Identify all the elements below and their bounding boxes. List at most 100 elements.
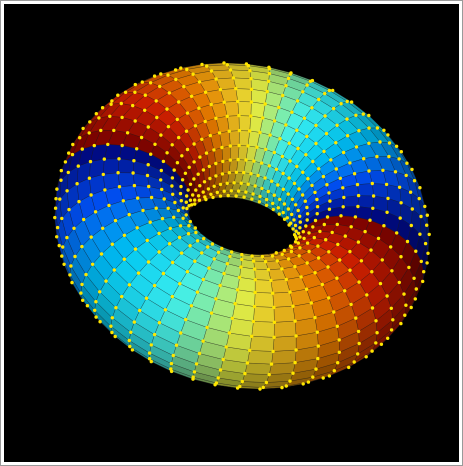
- vertex-marker: [365, 293, 369, 297]
- vertex-marker: [179, 66, 183, 70]
- vertex-marker: [160, 216, 165, 221]
- vertex-marker: [266, 79, 271, 84]
- vertex-marker: [205, 325, 209, 330]
- vertex-marker: [184, 200, 188, 204]
- vertex-marker: [348, 249, 352, 254]
- vertex-marker: [286, 192, 290, 196]
- vertex-marker: [349, 225, 353, 229]
- vertex-marker: [236, 157, 240, 162]
- vertex-marker: [348, 268, 352, 272]
- vertex-marker: [369, 248, 373, 252]
- vertex-marker: [329, 158, 333, 162]
- vertex-marker: [288, 72, 292, 76]
- vertex-marker: [302, 116, 307, 120]
- vertex-marker: [339, 102, 343, 106]
- vertex-marker: [189, 94, 194, 99]
- vertex-marker: [356, 193, 361, 198]
- vertex-marker: [200, 62, 204, 67]
- vertex-marker: [249, 114, 253, 118]
- vertex-marker: [165, 151, 169, 155]
- vertex-marker: [349, 100, 354, 104]
- vertex-marker: [362, 157, 366, 161]
- vertex-marker: [281, 171, 285, 176]
- vertex-marker: [133, 247, 138, 251]
- vertex-marker: [167, 91, 171, 95]
- vertex-marker: [125, 131, 130, 135]
- vertex-marker: [294, 348, 298, 352]
- vertex-marker: [323, 91, 327, 96]
- vertex-marker: [110, 242, 115, 246]
- vertex-marker: [97, 116, 101, 120]
- vertex-marker: [304, 153, 308, 157]
- vertex-marker: [375, 126, 380, 130]
- vertex-marker: [220, 145, 224, 150]
- vertex-marker: [356, 352, 360, 356]
- vertex-marker: [264, 197, 269, 202]
- vertex-marker: [258, 130, 262, 135]
- vertex-marker: [284, 84, 288, 88]
- vertex-marker: [263, 259, 268, 264]
- vertex-marker: [266, 189, 270, 194]
- vertex-marker: [310, 183, 314, 188]
- vertex-marker: [391, 318, 395, 322]
- vertex-marker: [251, 259, 256, 263]
- vertex-marker: [68, 273, 72, 277]
- vertex-marker: [185, 67, 189, 72]
- vertex-marker: [345, 99, 349, 104]
- vertex-marker: [218, 368, 223, 372]
- vertex-marker: [188, 198, 193, 202]
- vertex-marker: [334, 167, 338, 171]
- vertex-marker: [201, 190, 205, 194]
- vertex-marker: [149, 359, 153, 364]
- vertex-marker: [314, 141, 318, 146]
- vertex-marker: [295, 99, 300, 103]
- vertex-marker: [321, 174, 326, 179]
- vertex-marker: [367, 141, 371, 145]
- vertex-marker: [143, 108, 147, 113]
- vertex-marker: [296, 241, 300, 245]
- vertex-marker: [244, 158, 248, 162]
- vertex-marker: [81, 298, 85, 302]
- vertex-marker: [325, 215, 330, 219]
- surface-patch: [244, 362, 272, 375]
- vertex-marker: [384, 182, 389, 187]
- vertex-marker: [120, 143, 124, 148]
- vertex-marker: [307, 231, 311, 235]
- vertex-marker: [177, 135, 181, 140]
- vertex-marker: [335, 222, 339, 227]
- vertex-marker: [185, 270, 190, 274]
- vertex-marker: [153, 142, 157, 146]
- vertex-marker: [281, 187, 285, 191]
- vertex-marker: [334, 141, 338, 145]
- vertex-marker: [55, 225, 60, 230]
- vertex-marker: [290, 212, 294, 217]
- vertex-marker: [311, 375, 315, 379]
- surface-patch: [229, 318, 254, 337]
- vertex-marker: [69, 264, 73, 268]
- vertex-marker: [147, 184, 151, 189]
- vertex-marker: [234, 170, 239, 174]
- vertex-marker: [102, 157, 107, 161]
- vertex-marker: [301, 170, 305, 174]
- vertex-marker: [354, 145, 359, 149]
- vertex-marker: [295, 164, 299, 169]
- vertex-marker: [237, 113, 241, 118]
- vertex-marker: [195, 290, 200, 294]
- vertex-marker: [345, 134, 350, 138]
- vertex-marker: [352, 360, 356, 364]
- vertex-marker: [203, 195, 207, 199]
- vertex-marker: [131, 171, 135, 175]
- vertex-marker: [145, 238, 149, 243]
- vertex-marker: [327, 296, 331, 300]
- vertex-marker: [376, 236, 381, 241]
- vertex-marker: [399, 255, 403, 259]
- vertex-marker: [179, 199, 183, 203]
- vertex-marker: [235, 288, 240, 292]
- vertex-marker: [311, 159, 315, 164]
- vertex-marker: [378, 281, 383, 286]
- vertex-marker: [272, 305, 276, 310]
- vertex-marker: [159, 72, 163, 76]
- vertex-marker: [389, 328, 394, 332]
- vertex-marker: [386, 336, 390, 340]
- vertex-marker: [315, 212, 319, 216]
